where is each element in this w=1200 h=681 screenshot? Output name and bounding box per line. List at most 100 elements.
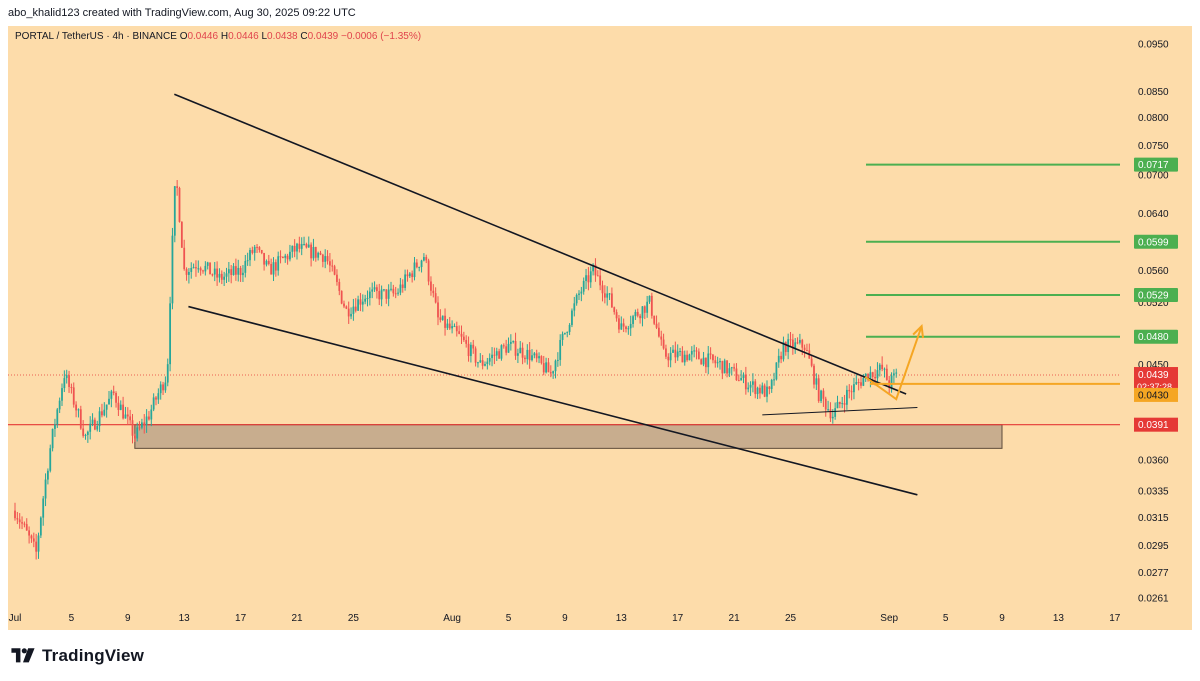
candle-body — [86, 431, 89, 435]
time-axis-label: 17 — [235, 613, 247, 624]
candle-body — [380, 289, 383, 300]
price-axis-label: 0.0335 — [1138, 486, 1169, 497]
candle-body — [737, 380, 740, 382]
candle-body — [190, 267, 193, 272]
candle-body — [343, 303, 345, 307]
candle-body — [39, 517, 42, 536]
candle-body — [824, 398, 827, 410]
candle-body — [176, 186, 179, 188]
candle-body — [47, 470, 49, 480]
time-axis-label: 9 — [125, 613, 131, 624]
candle-body — [439, 317, 442, 320]
candle-body — [399, 284, 402, 293]
price-axis-label: 0.0950 — [1138, 40, 1169, 51]
candle-body — [260, 249, 263, 254]
candle-body — [126, 414, 129, 417]
candle-body — [345, 306, 348, 309]
price-axis-label: 0.0640 — [1138, 209, 1169, 220]
candle-body — [213, 268, 216, 275]
candle-body — [547, 362, 550, 373]
candle-body — [507, 343, 510, 353]
candle-body — [157, 393, 160, 400]
candle-body — [766, 386, 768, 397]
candle-body — [789, 339, 792, 341]
tradingview-logo[interactable]: TradingView — [10, 646, 144, 666]
time-axis-label: 17 — [672, 613, 684, 624]
candle-body — [173, 186, 176, 236]
support-price-tag — [1134, 417, 1178, 432]
candle-body — [244, 261, 247, 273]
candle-body — [98, 411, 101, 427]
candle-body — [780, 355, 782, 360]
price-axis-label: 0.0450 — [1138, 360, 1169, 371]
trendline-wedge-upper — [174, 93, 907, 395]
chart-area[interactable] — [8, 26, 1192, 630]
candle-body — [728, 368, 731, 374]
candle-body — [347, 308, 350, 317]
candle-body — [629, 323, 632, 329]
candle-body — [178, 187, 181, 222]
candle-body — [794, 342, 797, 349]
candle-body — [566, 331, 569, 333]
price-axis-label: 0.0277 — [1138, 568, 1169, 579]
candle-body — [822, 390, 825, 399]
candle-body — [575, 294, 578, 304]
price-axis-label: 0.0560 — [1138, 266, 1169, 277]
candle-body — [277, 256, 280, 271]
candle-body — [56, 409, 59, 425]
candle-body — [862, 378, 865, 386]
candle-body — [853, 384, 855, 393]
candle-body — [545, 362, 547, 373]
candle-body — [535, 353, 538, 359]
candle-body — [155, 397, 157, 400]
candle-body — [216, 268, 218, 278]
candle-body — [883, 368, 886, 370]
candle-body — [227, 269, 230, 274]
price-axis-label: 0.0800 — [1138, 113, 1169, 124]
candle-body — [674, 349, 677, 358]
candle-body — [622, 323, 625, 327]
candle-body — [272, 262, 275, 275]
candle-body — [472, 344, 475, 349]
time-axis-label: 13 — [616, 613, 628, 624]
candle-body — [21, 522, 23, 524]
candle-body — [495, 351, 498, 356]
candle-body — [784, 342, 787, 353]
target-price-tag — [1134, 157, 1178, 172]
candle-body — [860, 382, 862, 386]
candle-body — [733, 367, 735, 369]
candle-body — [761, 385, 764, 394]
candle-body — [893, 373, 895, 376]
candle-body — [526, 349, 529, 360]
candle-body — [138, 427, 141, 429]
candle-body — [554, 360, 557, 372]
candle-body — [136, 427, 139, 439]
candle-body — [679, 350, 681, 352]
candle-body — [498, 351, 500, 359]
candle-body — [592, 264, 594, 272]
candle-body — [850, 391, 853, 393]
candle-body — [192, 267, 195, 269]
candle-body — [220, 273, 223, 280]
candle-body — [183, 247, 186, 270]
candle-body — [817, 378, 820, 402]
candle-body — [707, 353, 710, 368]
candle-body — [122, 404, 124, 419]
candle-body — [383, 289, 385, 291]
candle-body — [265, 260, 268, 265]
candle-body — [474, 348, 477, 363]
candle-body — [105, 404, 108, 410]
candle-body — [735, 368, 738, 381]
candle-body — [542, 363, 545, 373]
price-axis-label: 0.0850 — [1138, 87, 1169, 98]
candle-body — [827, 409, 829, 411]
candle-body — [813, 365, 815, 385]
target-price-tag-label: 0.0717 — [1138, 160, 1169, 171]
candle-body — [531, 355, 533, 361]
candle-body — [91, 419, 94, 424]
price-chart[interactable]: 0.09500.08500.08000.07500.07000.06400.06… — [8, 26, 1192, 630]
time-axis-label: 5 — [943, 613, 949, 624]
candle-body — [709, 353, 712, 355]
time-axis-label: 13 — [179, 613, 191, 624]
candle-body — [730, 367, 733, 369]
